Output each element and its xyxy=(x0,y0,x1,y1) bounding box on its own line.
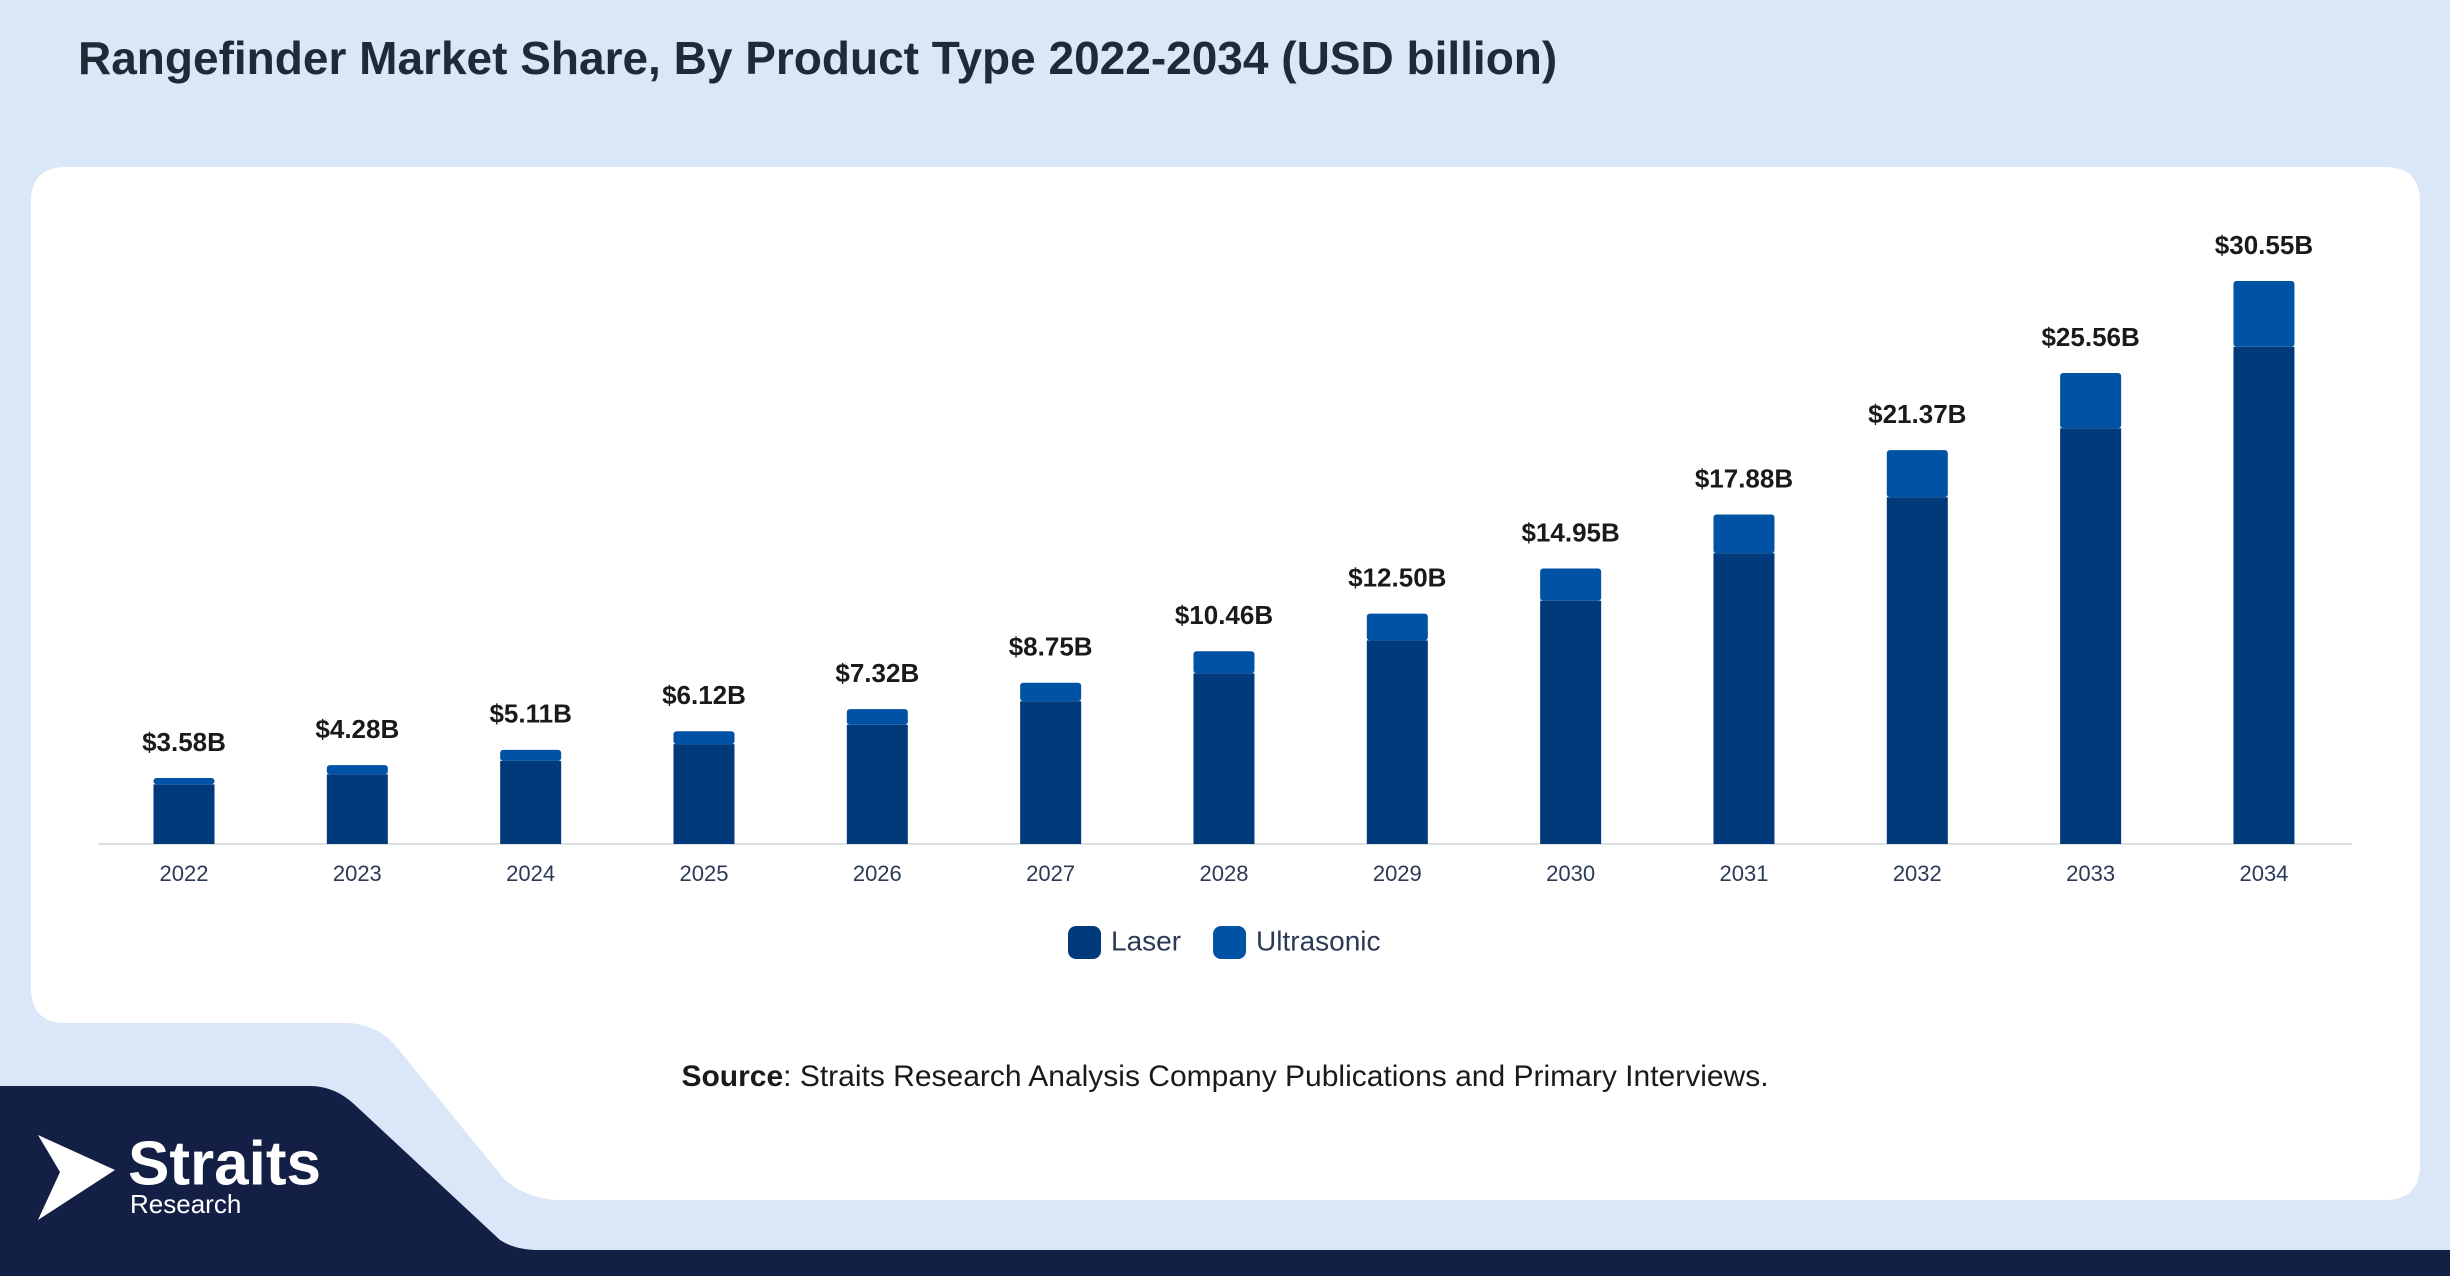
bar-segment xyxy=(673,744,735,844)
value-label: $8.75B xyxy=(1009,632,1093,662)
source-text: : Straits Research Analysis Company Publ… xyxy=(783,1060,1768,1093)
bar-segment xyxy=(1713,553,1775,844)
bar-segment xyxy=(1886,497,1948,844)
value-label: $7.32B xyxy=(835,658,919,688)
value-label: $25.56B xyxy=(2041,322,2139,352)
value-label: $14.95B xyxy=(1521,517,1619,547)
bar-segment xyxy=(673,731,735,745)
value-label: $10.46B xyxy=(1175,600,1273,630)
bar-segment xyxy=(2060,428,2122,844)
bar-segment xyxy=(1020,701,1082,844)
bar-segment xyxy=(846,709,908,725)
bar-segment xyxy=(1540,600,1602,844)
x-tick-label: 2030 xyxy=(1546,861,1595,886)
x-tick-label: 2025 xyxy=(680,861,729,886)
x-tick-label: 2033 xyxy=(2066,861,2115,886)
bar-segment xyxy=(153,784,215,844)
value-label: $30.55B xyxy=(2215,230,2313,260)
bar-segment xyxy=(326,774,388,844)
bar-segment xyxy=(1193,673,1255,844)
bar-segment xyxy=(153,778,215,785)
logo-name: Straits xyxy=(128,1129,321,1198)
bar-segment xyxy=(2060,372,2122,429)
value-label: $21.37B xyxy=(1868,399,1966,429)
bar-segment xyxy=(1020,682,1082,702)
chart-title: Rangefinder Market Share, By Product Typ… xyxy=(78,32,1557,84)
bar-segment xyxy=(1713,514,1775,554)
x-tick-label: 2034 xyxy=(2239,861,2288,886)
bar-segment xyxy=(1366,613,1428,641)
legend-label: Ultrasonic xyxy=(1256,925,1380,956)
bar-segment xyxy=(1193,651,1255,674)
legend-swatch xyxy=(1068,926,1101,959)
legend-label: Laser xyxy=(1111,925,1181,956)
value-label: $5.11B xyxy=(489,699,571,729)
x-tick-label: 2023 xyxy=(333,861,382,886)
legend-swatch xyxy=(1213,926,1247,959)
source-note: Source: Straits Research Analysis Compan… xyxy=(681,1060,1768,1093)
value-label: $12.50B xyxy=(1348,563,1446,593)
value-label: $4.28B xyxy=(315,714,399,744)
logo-sub: Research xyxy=(130,1189,241,1219)
bar-segment xyxy=(1366,640,1428,844)
source-label: Source xyxy=(681,1060,783,1093)
x-tick-label: 2029 xyxy=(1373,861,1422,886)
value-label: $17.88B xyxy=(1695,463,1793,493)
footer-band xyxy=(0,1086,2450,1276)
x-tick-label: 2028 xyxy=(1200,861,1249,886)
bar-segment xyxy=(500,760,562,844)
x-tick-label: 2022 xyxy=(160,861,209,886)
value-label: $3.58B xyxy=(142,727,226,757)
bar-segment xyxy=(846,724,908,844)
bar-segment xyxy=(2233,346,2295,844)
x-tick-label: 2024 xyxy=(506,861,555,886)
logo-mark xyxy=(38,1135,115,1220)
value-label: $6.12B xyxy=(662,680,746,710)
bar-segment xyxy=(1540,568,1602,601)
bar-segment xyxy=(326,765,388,775)
bar-segment xyxy=(1886,450,1948,498)
x-tick-label: 2027 xyxy=(1026,861,1075,886)
x-tick-label: 2032 xyxy=(1893,861,1942,886)
bar-segment xyxy=(2233,281,2295,347)
bar-segment xyxy=(500,749,562,761)
x-tick-label: 2031 xyxy=(1719,861,1768,886)
x-tick-label: 2026 xyxy=(853,861,902,886)
